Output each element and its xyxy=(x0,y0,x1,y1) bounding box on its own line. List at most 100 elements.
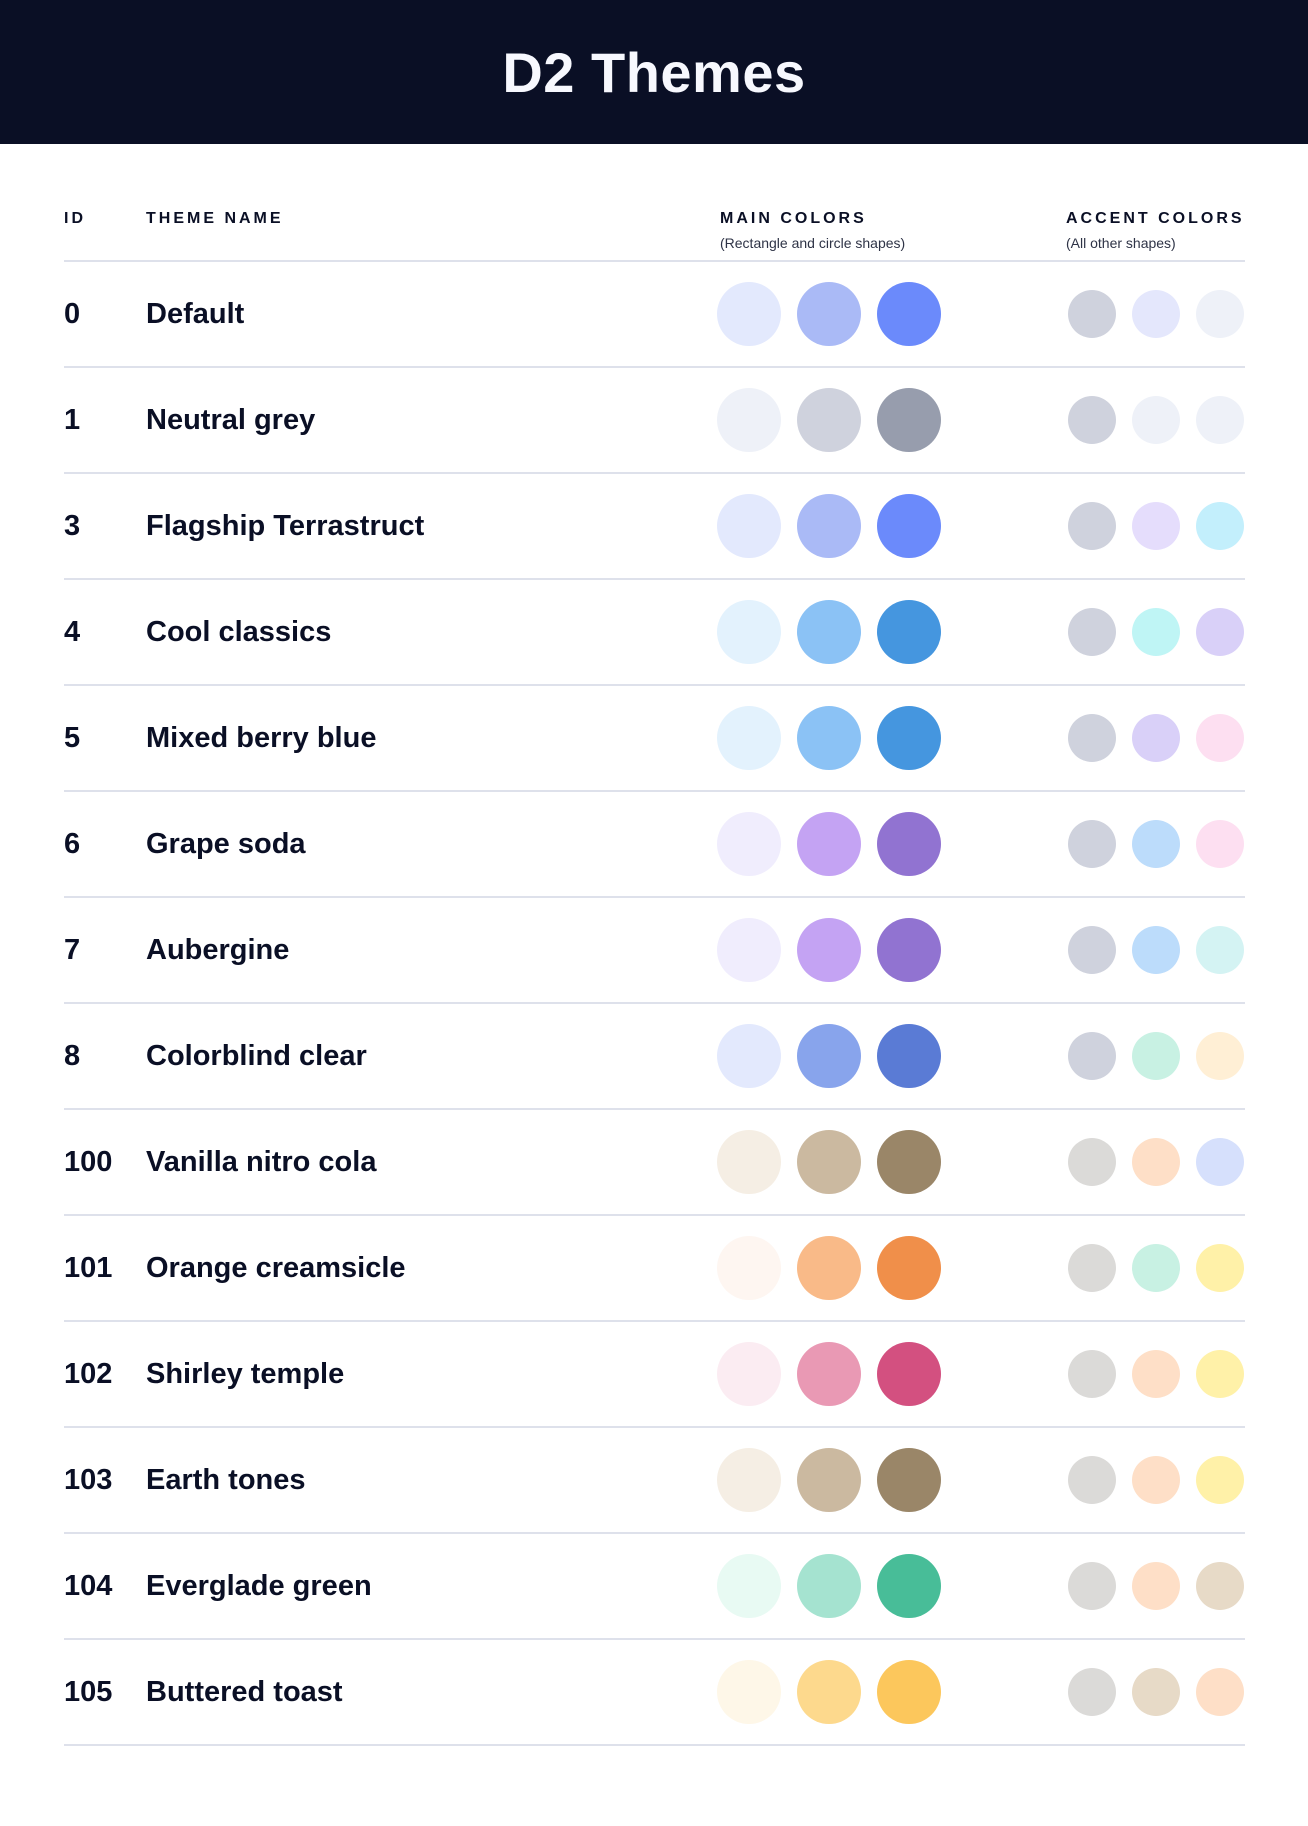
theme-id: 103 xyxy=(64,1464,113,1496)
accent-color-swatch xyxy=(1068,1138,1116,1186)
accent-color-swatch xyxy=(1132,290,1180,338)
column-subheader-main-colors: (Rectangle and circle shapes) xyxy=(720,235,906,251)
theme-name: Neutral grey xyxy=(146,404,316,436)
main-color-swatch xyxy=(717,1342,781,1406)
accent-colors xyxy=(1068,714,1244,762)
accent-color-swatch xyxy=(1068,1668,1116,1716)
main-color-swatch xyxy=(797,1554,861,1618)
main-color-swatch xyxy=(717,1130,781,1194)
accent-color-swatch xyxy=(1068,820,1116,868)
accent-color-swatch xyxy=(1068,290,1116,338)
main-color-swatch xyxy=(797,1448,861,1512)
theme-name: Default xyxy=(146,298,245,330)
page-title: D2 Themes xyxy=(502,40,806,104)
theme-name: Vanilla nitro cola xyxy=(146,1146,377,1178)
table-row: 103 Earth tones xyxy=(0,1427,1308,1533)
accent-color-swatch xyxy=(1196,820,1244,868)
main-color-swatch xyxy=(797,706,861,770)
main-colors xyxy=(717,1660,941,1724)
main-color-swatch xyxy=(877,812,941,876)
table-row: 102 Shirley temple xyxy=(0,1321,1308,1427)
accent-color-swatch xyxy=(1132,1668,1180,1716)
accent-color-swatch xyxy=(1196,1456,1244,1504)
accent-color-swatch xyxy=(1132,1244,1180,1292)
main-color-swatch xyxy=(717,600,781,664)
accent-color-swatch xyxy=(1132,502,1180,550)
accent-color-swatch xyxy=(1068,1456,1116,1504)
main-color-swatch xyxy=(877,918,941,982)
main-colors xyxy=(717,388,941,452)
accent-colors xyxy=(1068,1244,1244,1292)
row-divider xyxy=(64,896,1245,898)
main-color-swatch xyxy=(877,1236,941,1300)
accent-color-swatch xyxy=(1196,502,1244,550)
accent-color-swatch xyxy=(1132,1562,1180,1610)
theme-name: Earth tones xyxy=(146,1464,306,1496)
theme-id: 1 xyxy=(64,404,81,436)
main-color-swatch xyxy=(877,1448,941,1512)
theme-id: 4 xyxy=(64,616,81,648)
accent-color-swatch xyxy=(1196,714,1244,762)
accent-colors xyxy=(1068,820,1244,868)
main-color-swatch xyxy=(797,812,861,876)
main-color-swatch xyxy=(717,1236,781,1300)
main-colors xyxy=(717,494,941,558)
accent-color-swatch xyxy=(1068,926,1116,974)
main-color-swatch xyxy=(797,282,861,346)
main-color-swatch xyxy=(717,1660,781,1724)
main-colors xyxy=(717,1130,941,1194)
accent-color-swatch xyxy=(1068,1032,1116,1080)
table-row: 1 Neutral grey xyxy=(0,367,1308,473)
accent-color-swatch xyxy=(1196,1138,1244,1186)
accent-colors xyxy=(1068,926,1244,974)
main-color-swatch xyxy=(797,494,861,558)
row-divider xyxy=(64,366,1245,368)
theme-name: Aubergine xyxy=(146,934,290,966)
theme-name: Shirley temple xyxy=(146,1358,345,1390)
main-color-swatch xyxy=(717,1554,781,1618)
main-color-swatch xyxy=(797,918,861,982)
table-row: 105 Buttered toast xyxy=(0,1639,1308,1745)
accent-color-swatch xyxy=(1196,396,1244,444)
main-color-swatch xyxy=(877,1130,941,1194)
accent-color-swatch xyxy=(1068,714,1116,762)
main-color-swatch xyxy=(717,1448,781,1512)
table-row: 7 Aubergine xyxy=(0,897,1308,1003)
main-color-swatch xyxy=(877,494,941,558)
main-color-swatch xyxy=(797,1130,861,1194)
theme-id: 104 xyxy=(64,1570,113,1602)
theme-name: Cool classics xyxy=(146,616,332,648)
column-subheader-accent-colors: (All other shapes) xyxy=(1066,235,1176,251)
main-colors xyxy=(717,282,941,346)
main-color-swatch xyxy=(797,1342,861,1406)
accent-color-swatch xyxy=(1132,1456,1180,1504)
theme-id: 8 xyxy=(64,1040,81,1072)
main-color-swatch xyxy=(877,282,941,346)
accent-color-swatch xyxy=(1196,1562,1244,1610)
row-divider xyxy=(64,1320,1245,1322)
table-row: 0 Default xyxy=(0,261,1308,367)
main-color-swatch xyxy=(877,706,941,770)
main-color-swatch xyxy=(717,494,781,558)
accent-color-swatch xyxy=(1132,1350,1180,1398)
row-divider xyxy=(64,1744,1245,1746)
theme-id: 0 xyxy=(64,298,81,330)
theme-id: 7 xyxy=(64,934,81,966)
main-color-swatch xyxy=(877,1342,941,1406)
main-color-swatch xyxy=(717,812,781,876)
accent-color-swatch xyxy=(1132,926,1180,974)
accent-colors xyxy=(1068,1456,1244,1504)
table-row: 100 Vanilla nitro cola xyxy=(0,1109,1308,1215)
main-color-swatch xyxy=(797,1660,861,1724)
accent-color-swatch xyxy=(1196,926,1244,974)
main-color-swatch xyxy=(797,1024,861,1088)
accent-colors xyxy=(1068,608,1244,656)
accent-color-swatch xyxy=(1196,1350,1244,1398)
accent-colors xyxy=(1068,1350,1244,1398)
accent-color-swatch xyxy=(1132,1032,1180,1080)
main-color-swatch xyxy=(717,1024,781,1088)
theme-name: Everglade green xyxy=(146,1570,372,1602)
table-row: 5 Mixed berry blue xyxy=(0,685,1308,791)
accent-color-swatch xyxy=(1196,608,1244,656)
column-header-theme-name: THEME NAME xyxy=(146,210,284,227)
